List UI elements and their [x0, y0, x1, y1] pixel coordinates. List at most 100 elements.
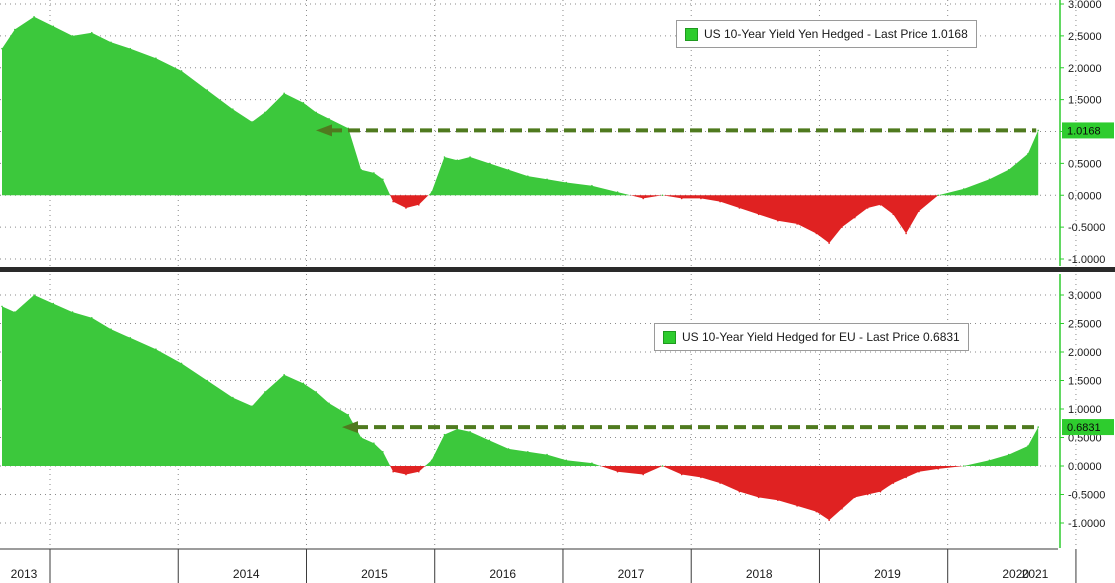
data-point	[180, 70, 183, 72]
area-negative	[662, 195, 939, 244]
area-positive	[963, 427, 1039, 466]
data-point	[469, 156, 471, 158]
data-point	[879, 490, 882, 493]
data-point	[129, 47, 132, 50]
data-point	[680, 197, 683, 200]
data-point	[796, 505, 798, 507]
x-tick-label: 2018	[746, 567, 773, 581]
data-point	[661, 465, 664, 467]
data-point	[546, 453, 548, 456]
data-point	[392, 200, 394, 203]
legend-label-top: US 10-Year Yield Yen Hedged - Last Price…	[704, 27, 968, 41]
data-point	[1027, 445, 1029, 447]
data-point	[373, 442, 375, 445]
data-point	[283, 374, 285, 376]
data-point	[565, 459, 568, 462]
data-point	[382, 178, 384, 181]
data-point	[328, 402, 330, 405]
data-point	[347, 413, 350, 416]
data-point	[796, 223, 798, 225]
data-point	[71, 35, 74, 37]
data-point	[841, 507, 843, 510]
x-tick-label: 2020	[1002, 567, 1029, 581]
y-tick-label: 0.5000	[1068, 158, 1102, 170]
data-point	[918, 210, 920, 212]
data-point	[302, 382, 305, 385]
data-point	[841, 226, 843, 228]
data-point	[430, 459, 433, 462]
data-point	[565, 181, 568, 184]
data-point	[1007, 168, 1010, 171]
data-point	[777, 219, 779, 222]
y-tick-label: 2.5000	[1068, 31, 1102, 43]
data-point	[719, 482, 721, 484]
data-point	[700, 197, 702, 200]
y-tick-label: -1.0000	[1068, 254, 1105, 266]
data-point	[738, 207, 741, 209]
data-point	[1027, 153, 1029, 155]
data-point	[591, 184, 593, 187]
x-tick-label: 2014	[233, 567, 260, 581]
y-tick-label: 1.0000	[1068, 404, 1102, 416]
last-price-tag	[1062, 419, 1114, 436]
data-point	[937, 468, 939, 470]
data-point	[232, 396, 234, 399]
x-tick-label: 2016	[489, 567, 516, 581]
data-point	[443, 156, 446, 158]
data-point	[1037, 129, 1039, 132]
arrow-head	[316, 124, 332, 137]
data-point	[251, 121, 253, 123]
y-tick-label: 1.5000	[1068, 95, 1102, 107]
data-point	[526, 450, 529, 453]
data-point	[90, 317, 93, 319]
data-point	[828, 242, 830, 244]
data-point	[661, 194, 664, 197]
data-point	[251, 405, 253, 407]
x-tick-label: 2015	[361, 567, 388, 581]
data-point	[866, 493, 869, 496]
data-point	[52, 302, 55, 305]
panel-top: 3.00002.50002.00001.50001.00000.50000.00…	[0, 0, 1114, 266]
data-point	[232, 108, 234, 110]
legend-top-panel: US 10-Year Yield Yen Hedged - Last Price…	[676, 20, 977, 48]
area-negative	[390, 195, 429, 208]
y-tick-label: -0.5000	[1068, 222, 1105, 234]
data-point	[392, 470, 394, 473]
data-point	[180, 362, 183, 365]
y-tick-label: 0.0000	[1068, 461, 1102, 473]
data-point	[988, 459, 991, 462]
data-point	[866, 207, 869, 209]
data-point	[616, 470, 619, 473]
data-point	[642, 197, 645, 200]
data-point	[155, 348, 157, 350]
data-point	[14, 28, 16, 31]
data-point	[315, 111, 317, 114]
y-tick-label: 3.0000	[1068, 0, 1102, 11]
last-price-label: 1.0168	[1067, 125, 1101, 137]
y-tick-label: -0.5000	[1068, 490, 1105, 502]
data-point	[700, 476, 702, 479]
data-point	[283, 92, 285, 95]
data-point	[129, 336, 132, 339]
data-point	[328, 117, 330, 120]
data-point	[937, 194, 939, 197]
data-point	[507, 168, 510, 171]
y-tick-label: -1.0000	[1068, 518, 1105, 530]
legend-swatch-top	[685, 27, 698, 41]
data-point	[591, 462, 593, 464]
area-negative	[630, 195, 663, 199]
data-point	[526, 175, 529, 177]
data-point	[417, 204, 420, 206]
last-price-tag	[1062, 122, 1114, 139]
data-point	[854, 496, 856, 499]
data-point	[892, 213, 895, 216]
x-tick-label: 2013	[11, 567, 38, 581]
data-point	[507, 448, 510, 450]
last-price-label: 0.6831	[1067, 422, 1101, 434]
data-point	[1, 47, 3, 50]
arrow-head	[342, 421, 358, 434]
x-tick-label: 2021	[1022, 567, 1049, 581]
data-point	[918, 470, 920, 473]
data-point	[315, 391, 317, 393]
area-negative	[390, 466, 426, 475]
